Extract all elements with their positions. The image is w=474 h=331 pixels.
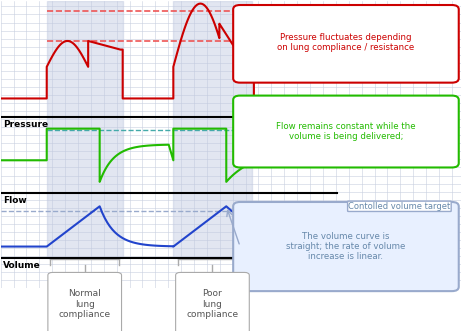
Bar xyxy=(47,1,123,258)
FancyBboxPatch shape xyxy=(233,96,459,167)
Text: Contolled volume target: Contolled volume target xyxy=(348,202,450,211)
Text: Pressure fluctuates depending
on lung compliance / resistance: Pressure fluctuates depending on lung co… xyxy=(277,33,415,52)
FancyBboxPatch shape xyxy=(233,5,459,83)
FancyBboxPatch shape xyxy=(233,202,459,291)
Text: Pressure: Pressure xyxy=(3,120,48,129)
Text: Normal
lung
compliance: Normal lung compliance xyxy=(59,289,111,319)
Text: Flow remains constant while the
volume is being delivered;: Flow remains constant while the volume i… xyxy=(276,122,416,141)
Text: The volume curve is
straight; the rate of volume
increase is linear.: The volume curve is straight; the rate o… xyxy=(286,232,406,261)
Text: Poor
lung
compliance: Poor lung compliance xyxy=(186,289,238,319)
FancyBboxPatch shape xyxy=(48,272,121,331)
FancyBboxPatch shape xyxy=(176,272,249,331)
Bar xyxy=(173,1,252,258)
Text: Volume: Volume xyxy=(3,261,41,270)
Text: Flow: Flow xyxy=(3,196,27,205)
